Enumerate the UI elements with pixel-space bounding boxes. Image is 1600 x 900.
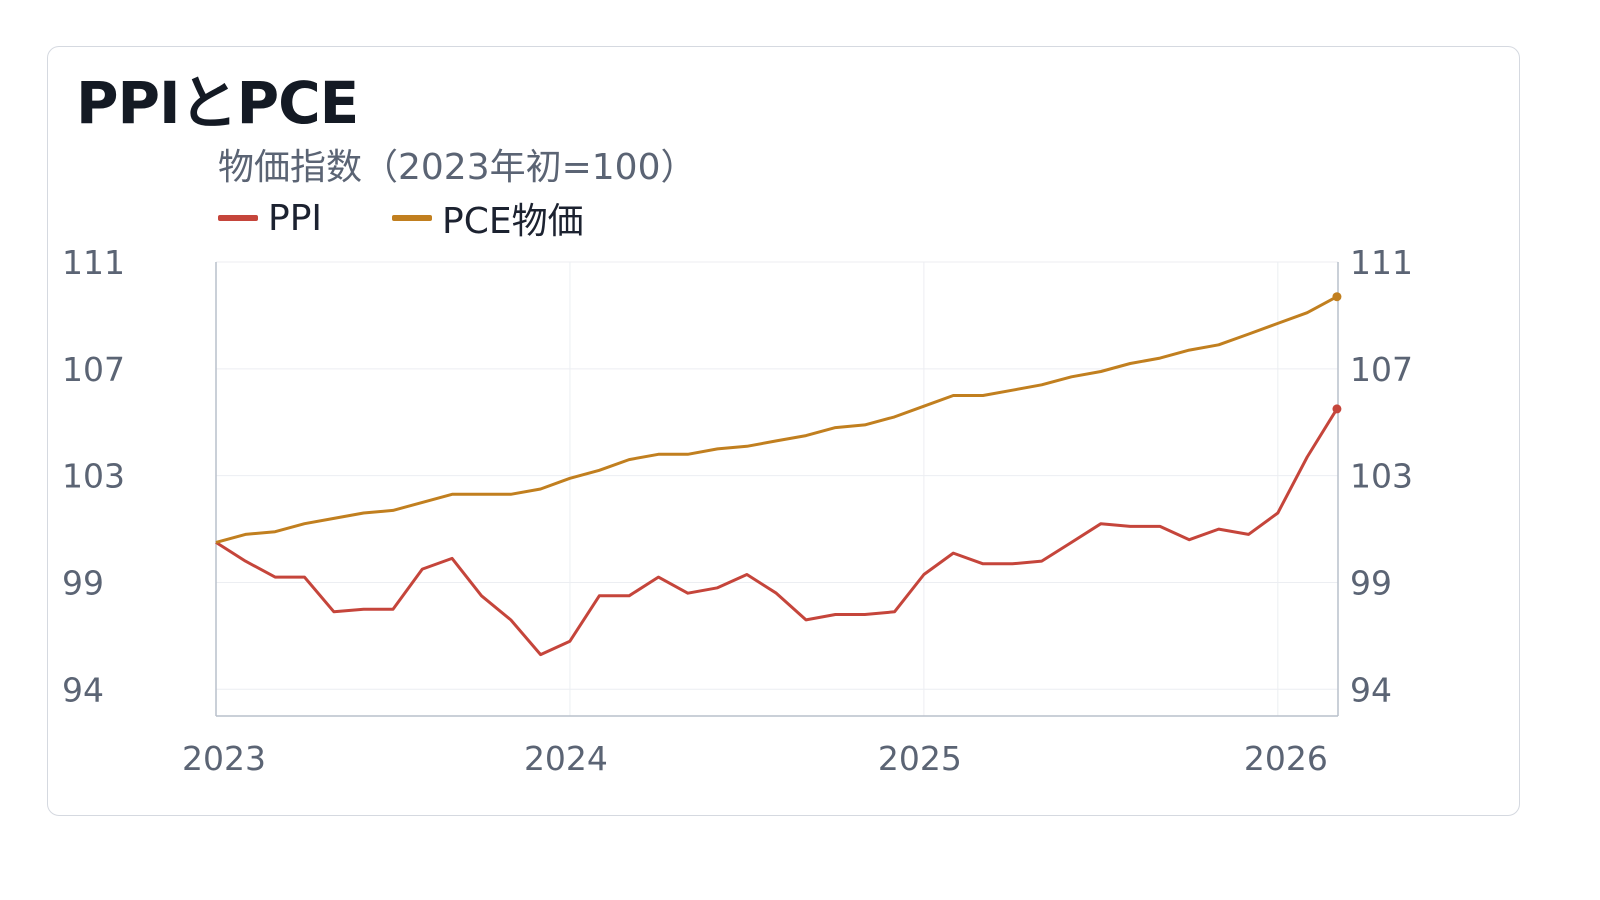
chart-subtitle: 物価指数（2023年初=100）	[218, 147, 697, 188]
chart-title: PPIとPCE	[76, 69, 359, 137]
y-tick-right-103: 103	[1350, 457, 1413, 496]
chart-lines	[215, 292, 1342, 657]
series-line-ppi	[215, 408, 1339, 657]
legend-label-ppi: PPI	[268, 197, 323, 239]
y-tick-right-111: 111	[1350, 243, 1413, 282]
y-tick-left-107: 107	[62, 350, 125, 389]
chart-card	[47, 46, 1520, 816]
y-tick-left-111: 111	[62, 243, 125, 282]
y-tick-left-103: 103	[62, 457, 125, 496]
legend-item-ppi[interactable]: PPI	[218, 198, 322, 239]
y-tick-right-107: 107	[1350, 350, 1413, 389]
legend-label-pce: PCE物価	[442, 201, 584, 242]
x-tick-2026: 2026	[1244, 739, 1328, 778]
chart-legend: PPI PCE物価	[218, 192, 654, 244]
y-tick-right-94: 94	[1350, 670, 1392, 709]
series-endpoint-ppi	[1332, 404, 1342, 414]
legend-swatch-pce	[392, 215, 433, 221]
legend-swatch-ppi	[218, 215, 258, 221]
chart-grid	[215, 261, 1338, 716]
x-tick-2025: 2025	[878, 739, 962, 778]
series-endpoint-pce	[1332, 292, 1342, 302]
legend-item-pce[interactable]: PCE物価	[392, 192, 584, 244]
y-tick-left-94: 94	[62, 670, 104, 709]
x-tick-2023: 2023	[182, 739, 266, 778]
chart-ticks: 111 111 107 107 103 103 99 99 94 94 2023 2024 2025 20…	[62, 243, 1413, 778]
chart-axes	[215, 262, 1339, 717]
y-tick-right-99: 99	[1350, 563, 1392, 602]
x-tick-2024: 2024	[524, 739, 608, 778]
series-line-pce	[215, 295, 1338, 544]
y-tick-left-99: 99	[62, 563, 104, 602]
